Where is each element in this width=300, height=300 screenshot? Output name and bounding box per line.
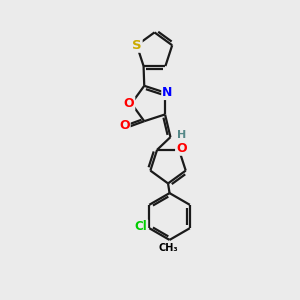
Text: N: N [162, 86, 172, 99]
Text: Cl: Cl [134, 220, 147, 233]
Text: CH₃: CH₃ [158, 243, 178, 253]
Text: S: S [132, 39, 142, 52]
Text: O: O [119, 119, 130, 132]
Text: O: O [124, 97, 134, 110]
Text: O: O [176, 142, 187, 155]
Text: H: H [177, 130, 187, 140]
